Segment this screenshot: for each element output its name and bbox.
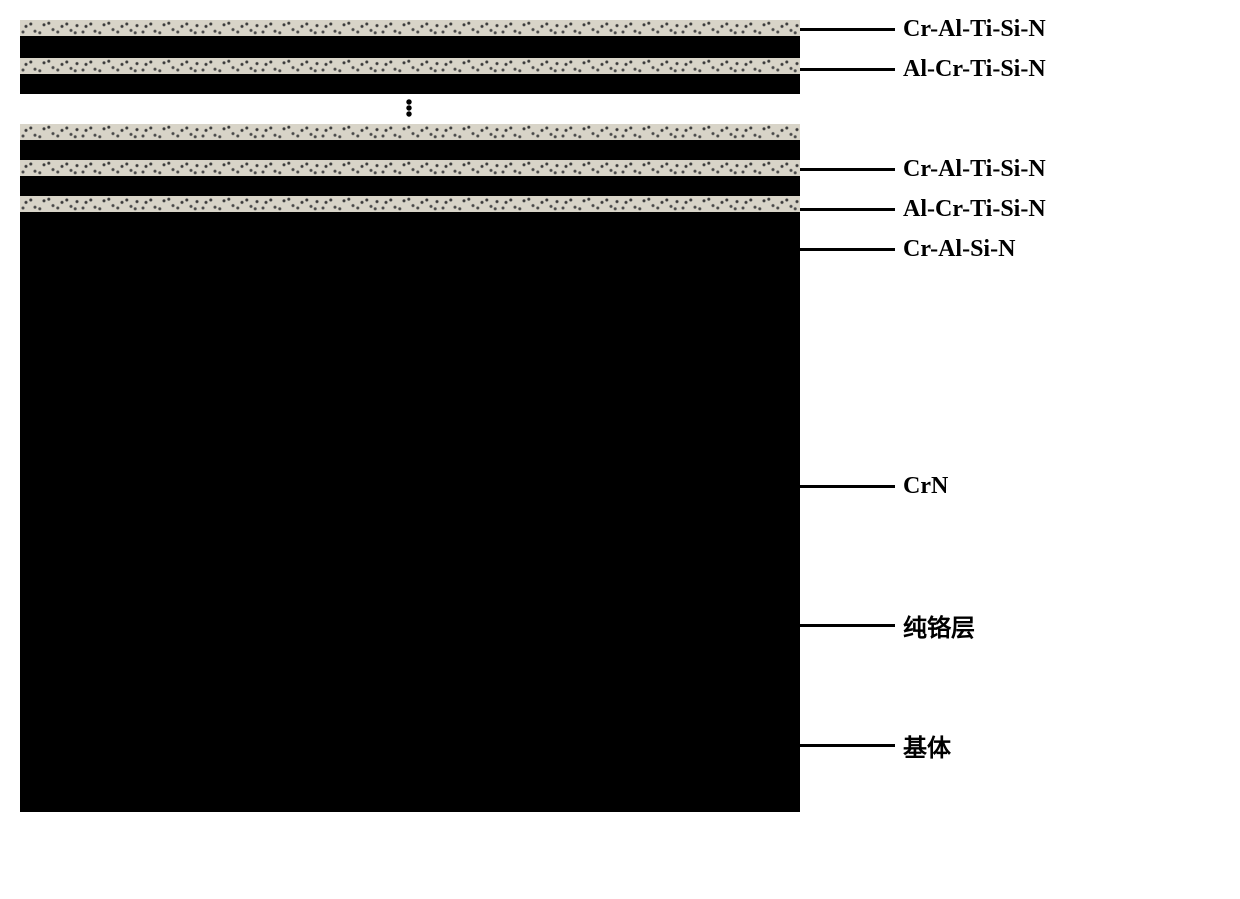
label-row: 纯铬层 [800, 608, 975, 643]
label-text: Cr-Al-Si-N [903, 236, 1015, 263]
leader-line [800, 485, 895, 488]
label-text: 纯铬层 [903, 608, 975, 643]
speckle-texture [20, 160, 800, 176]
label-row: CrN [800, 473, 948, 500]
leader-line [800, 28, 895, 31]
leader-line [800, 624, 895, 627]
layer-speckled [20, 160, 800, 176]
label-text: Cr-Al-Ti-Si-N [903, 156, 1046, 183]
leader-line [800, 68, 895, 71]
label-row: Al-Cr-Ti-Si-N [800, 196, 1046, 223]
label-row: Cr-Al-Si-N [800, 236, 1015, 263]
leader-line [800, 248, 895, 251]
label-row: 基体 [800, 728, 951, 763]
layer-speckled [20, 58, 800, 74]
leader-line [800, 744, 895, 747]
leader-line [800, 168, 895, 171]
layer-speckled [20, 124, 800, 140]
leader-line [800, 208, 895, 211]
layered-coating-diagram: ••• Cr-Al-Ti-Si-NAl-Cr-Ti-Si-NCr-Al-Ti-S… [20, 20, 1220, 812]
label-text: Al-Cr-Ti-Si-N [903, 56, 1046, 83]
label-column: Cr-Al-Ti-Si-NAl-Cr-Ti-Si-NCr-Al-Ti-Si-NA… [800, 20, 900, 812]
label-row: Cr-Al-Ti-Si-N [800, 156, 1046, 183]
label-row: Al-Cr-Ti-Si-N [800, 56, 1046, 83]
layer-black [20, 212, 800, 812]
label-text: Al-Cr-Ti-Si-N [903, 196, 1046, 223]
layer-speckled [20, 196, 800, 212]
label-text: 基体 [903, 728, 951, 763]
ellipsis-gap: ••• [20, 94, 800, 124]
label-text: Cr-Al-Ti-Si-N [903, 16, 1046, 43]
layer-speckled [20, 20, 800, 36]
speckle-texture [20, 58, 800, 74]
layer-black [20, 140, 800, 160]
label-text: CrN [903, 473, 948, 500]
speckle-texture [20, 124, 800, 140]
layer-black [20, 36, 800, 58]
speckle-texture [20, 196, 800, 212]
layer-stack: ••• [20, 20, 800, 812]
speckle-texture [20, 20, 800, 36]
label-row: Cr-Al-Ti-Si-N [800, 16, 1046, 43]
layer-black [20, 176, 800, 196]
vertical-ellipsis-icon: ••• [405, 100, 414, 118]
layer-black [20, 74, 800, 94]
